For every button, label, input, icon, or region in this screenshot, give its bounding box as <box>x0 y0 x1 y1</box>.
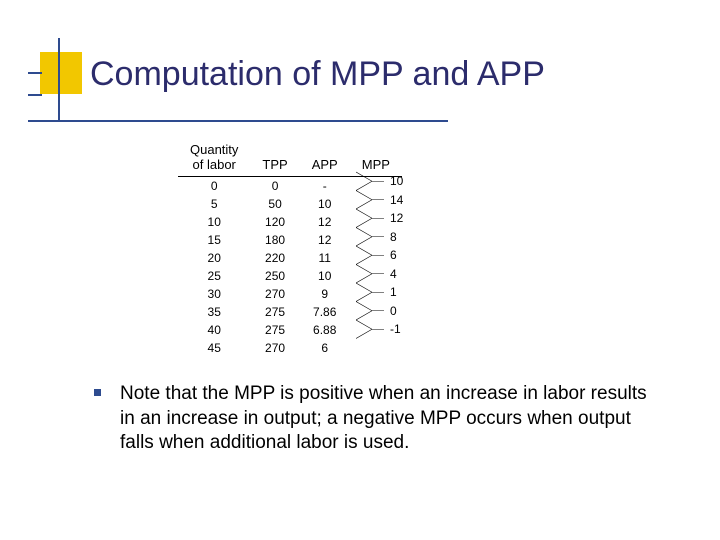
table-cell-tpp: 275 <box>250 303 299 321</box>
table-cell-app: 11 <box>300 249 350 267</box>
table-cell-app: 6 <box>300 339 350 357</box>
bracket-path <box>356 172 384 191</box>
table-cell-tpp: 0 <box>250 177 299 196</box>
table-cell-tpp: 120 <box>250 213 299 231</box>
table-cell-tpp: 50 <box>250 195 299 213</box>
note-text: Note that the MPP is positive when an in… <box>120 382 660 456</box>
bracket-path <box>356 191 384 210</box>
table-cell-qty: 45 <box>178 339 250 357</box>
bracket-path <box>356 283 384 302</box>
table-cell-app: 12 <box>300 231 350 249</box>
col-header-qty: Quantity of labor <box>178 142 250 177</box>
bracket-connectors <box>356 162 396 362</box>
col-header-tpp: TPP <box>250 142 299 177</box>
note-block: Note that the MPP is positive when an in… <box>94 382 660 456</box>
bracket-path <box>356 228 384 247</box>
bracket-path <box>356 265 384 284</box>
table-cell-qty: 5 <box>178 195 250 213</box>
table-cell-app: - <box>300 177 350 196</box>
table-cell-qty: 10 <box>178 213 250 231</box>
accent-tick-1 <box>28 72 42 74</box>
table-cell-tpp: 270 <box>250 339 299 357</box>
slide-title: Computation of MPP and APP <box>90 55 545 94</box>
table-cell-tpp: 270 <box>250 285 299 303</box>
table-cell-qty: 30 <box>178 285 250 303</box>
table-cell-app: 12 <box>300 213 350 231</box>
bracket-path <box>356 320 384 339</box>
bullet-icon <box>94 389 101 396</box>
table-cell-app: 9 <box>300 285 350 303</box>
accent-tick-2 <box>28 94 42 96</box>
table-cell-qty: 40 <box>178 321 250 339</box>
table-cell-qty: 0 <box>178 177 250 196</box>
table-cell-app: 10 <box>300 195 350 213</box>
table-cell-tpp: 250 <box>250 267 299 285</box>
table-cell-tpp: 220 <box>250 249 299 267</box>
data-table-wrap: Quantity of labor TPP APP MPP 00-5501010… <box>178 142 478 357</box>
table-cell-app: 6.88 <box>300 321 350 339</box>
bracket-path <box>356 246 384 265</box>
col-header-app: APP <box>300 142 350 177</box>
bracket-path <box>356 302 384 321</box>
accent-underline <box>28 120 448 122</box>
col-header-qty-l2: of labor <box>193 157 236 172</box>
table-cell-app: 7.86 <box>300 303 350 321</box>
table-cell-qty: 25 <box>178 267 250 285</box>
accent-vline <box>58 38 60 122</box>
table-cell-tpp: 275 <box>250 321 299 339</box>
table-cell-qty: 15 <box>178 231 250 249</box>
bracket-path <box>356 209 384 228</box>
table-cell-qty: 20 <box>178 249 250 267</box>
table-cell-tpp: 180 <box>250 231 299 249</box>
table-cell-qty: 35 <box>178 303 250 321</box>
col-header-qty-l1: Quantity <box>190 142 238 157</box>
table-cell-app: 10 <box>300 267 350 285</box>
accent-square <box>40 52 82 94</box>
